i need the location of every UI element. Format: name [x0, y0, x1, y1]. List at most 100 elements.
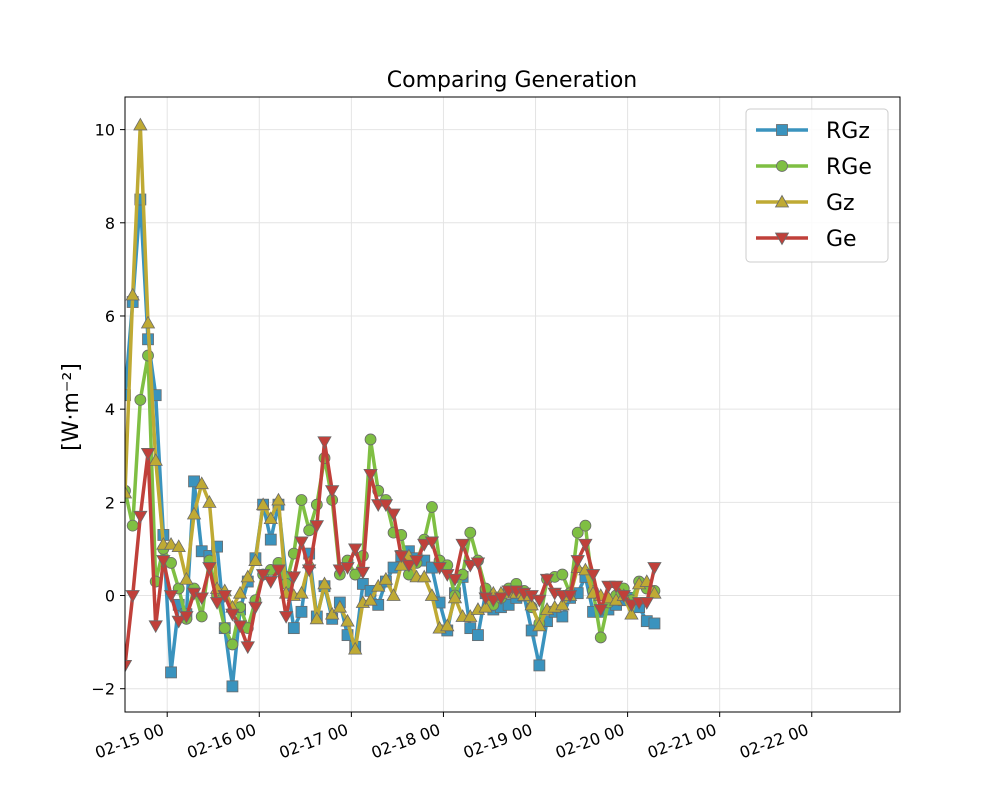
- data-point-ge: [639, 597, 654, 610]
- data-point-ge: [386, 508, 401, 522]
- data-point-rgz: [287, 622, 300, 635]
- data-point-rge: [218, 622, 231, 635]
- data-point-rge: [226, 638, 239, 651]
- data-point-rgz: [211, 540, 223, 553]
- data-point-gz: [271, 492, 286, 506]
- data-point-rge: [464, 526, 477, 539]
- y-tick-label: −2: [91, 680, 115, 699]
- legend-box: [745, 108, 889, 263]
- data-point-ge: [125, 660, 133, 673]
- data-point-gz: [386, 588, 401, 601]
- data-point-gz: [378, 571, 394, 585]
- data-point-rge: [134, 393, 147, 406]
- data-point-gz: [324, 606, 340, 620]
- data-point-gz: [186, 506, 202, 520]
- legend: RGz RGe Gz Ge: [745, 108, 889, 263]
- data-point-ge: [232, 620, 248, 634]
- y-tick-label: 0: [105, 587, 115, 606]
- data-point-ge: [255, 569, 271, 582]
- data-point-ge: [593, 604, 608, 617]
- data-point-gz: [125, 287, 140, 301]
- data-point-rgz: [264, 533, 277, 546]
- y-tick-label: 6: [105, 307, 115, 326]
- legend-marker-gz: [774, 194, 790, 208]
- data-point-ge: [562, 590, 578, 603]
- data-point-ge: [340, 562, 355, 575]
- data-point-ge: [486, 594, 501, 608]
- x-tick-label: 02-15 00: [92, 720, 166, 762]
- data-point-gz: [125, 485, 133, 499]
- data-point-ge: [470, 557, 486, 571]
- data-point-gz: [417, 569, 432, 583]
- data-point-ge: [570, 555, 585, 568]
- data-point-ge: [263, 576, 278, 589]
- x-tick-label: 02-21 00: [645, 720, 719, 762]
- data-point-gz: [363, 592, 378, 606]
- data-point-gz: [202, 495, 217, 508]
- data-point-ge: [271, 564, 286, 578]
- x-tick-label: 02-22 00: [737, 720, 811, 762]
- data-point-gz: [248, 553, 263, 566]
- data-point-gz: [317, 576, 332, 590]
- data-point-ge: [156, 555, 171, 568]
- data-point-ge: [133, 510, 148, 524]
- data-point-ge: [355, 566, 371, 580]
- legend-label-gz: Gz: [826, 191, 855, 216]
- legend-marker-rgz: [776, 124, 788, 136]
- data-point-ge: [348, 543, 363, 557]
- data-point-ge: [332, 564, 348, 578]
- data-point-rge: [126, 519, 139, 532]
- data-point-ge: [455, 538, 470, 552]
- data-point-rgz: [533, 659, 546, 672]
- data-point-rgz: [464, 622, 477, 635]
- data-point-gz: [440, 618, 455, 632]
- data-point-gz: [194, 476, 209, 490]
- data-point-gz: [524, 597, 539, 611]
- data-point-gz: [647, 585, 662, 599]
- data-point-ge: [463, 559, 478, 573]
- data-point-ge: [248, 601, 263, 615]
- data-point-gz: [133, 117, 148, 131]
- data-point-ge: [294, 536, 309, 550]
- data-point-rgz: [502, 598, 515, 611]
- data-point-ge: [394, 550, 409, 564]
- legend-label-rge: RGe: [826, 155, 872, 180]
- data-point-ge: [447, 573, 463, 587]
- data-point-ge: [179, 611, 194, 624]
- y-tick-label: 4: [105, 400, 115, 419]
- data-point-gz: [463, 609, 478, 622]
- y-axis-label: [W·m⁻²]: [59, 363, 84, 451]
- data-point-ge: [417, 538, 432, 552]
- data-point-rge: [303, 524, 316, 537]
- data-point-ge: [624, 599, 639, 613]
- data-point-gz: [171, 539, 186, 553]
- data-point-ge: [608, 580, 624, 594]
- data-point-ge: [585, 569, 601, 582]
- data-point-rgz: [165, 666, 177, 679]
- data-point-ge: [140, 448, 156, 461]
- data-point-gz: [232, 585, 248, 599]
- data-point-gz: [163, 536, 179, 550]
- data-point-gz: [532, 618, 547, 632]
- data-point-gz: [179, 571, 194, 585]
- data-point-gz: [140, 315, 156, 329]
- data-point-ge: [225, 608, 240, 622]
- plot-frame: [124, 96, 901, 713]
- data-point-ge: [202, 562, 217, 575]
- data-point-gz: [348, 641, 363, 655]
- data-point-rgz: [556, 610, 569, 623]
- data-point-ge: [309, 520, 325, 533]
- data-point-ge: [324, 485, 340, 499]
- data-point-rge: [556, 568, 569, 581]
- data-point-rge: [571, 526, 584, 539]
- data-point-ge: [125, 590, 140, 603]
- y-tick-label: 8: [105, 214, 115, 233]
- legend-marker-ge: [774, 232, 790, 246]
- x-tick-label: 02-18 00: [369, 720, 443, 762]
- data-point-ge: [532, 594, 547, 608]
- data-point-gz: [309, 611, 325, 625]
- data-point-ge: [209, 597, 225, 610]
- data-point-gz: [340, 613, 355, 627]
- series-layer: [125, 117, 662, 693]
